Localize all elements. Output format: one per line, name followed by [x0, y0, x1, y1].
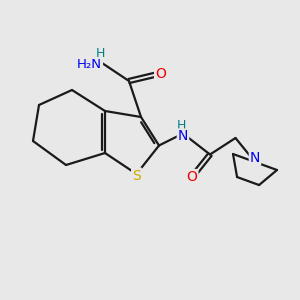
Text: H: H — [96, 47, 105, 61]
Text: O: O — [187, 170, 197, 184]
Text: S: S — [132, 169, 141, 182]
Text: H: H — [177, 118, 186, 132]
Text: H₂N: H₂N — [77, 58, 102, 71]
Text: N: N — [178, 130, 188, 143]
Text: O: O — [155, 67, 166, 80]
Text: N: N — [250, 151, 260, 164]
